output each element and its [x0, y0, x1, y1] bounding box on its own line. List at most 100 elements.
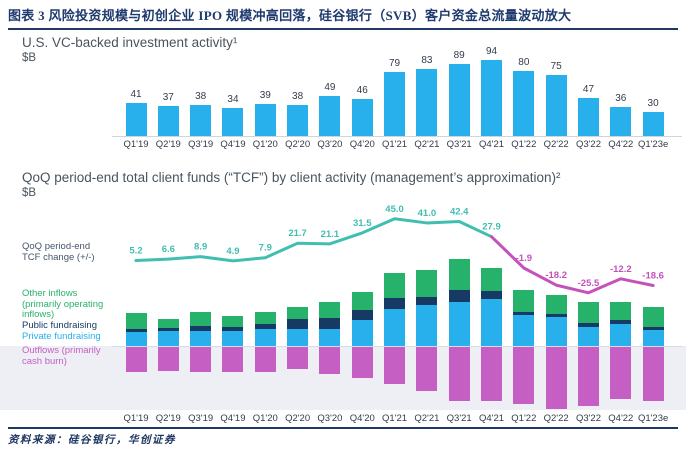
title-divider — [8, 28, 678, 30]
stack-segment-seg_blue — [481, 299, 503, 346]
x-axis-label: Q2'19 — [155, 139, 181, 150]
stack-segment-seg_green — [384, 273, 406, 298]
x-axis-label: Q1'23e — [637, 139, 669, 150]
x-axis-label: Q1'21 — [382, 139, 408, 150]
x-axis-label: Q3'19 — [188, 413, 214, 424]
legend-item-seg_navy: Public fundraising — [22, 320, 97, 332]
x-axis-label: Q4'19 — [220, 139, 246, 150]
stack-segment-outflows — [416, 347, 438, 391]
stack-segment-seg_blue — [319, 329, 341, 346]
x-axis-label: Q3'20 — [317, 413, 343, 424]
stack-segment-seg_green — [545, 295, 567, 314]
bar-value-label: 38 — [195, 91, 207, 103]
vc-investment-bar — [448, 63, 470, 136]
vc-investment-bar — [254, 104, 276, 136]
stack-segment-seg_blue — [513, 315, 535, 346]
stack-segment-seg_navy — [287, 319, 309, 329]
stack-segment-seg_green — [577, 302, 599, 323]
stack-segment-seg_green — [125, 313, 147, 329]
bar-value-label: 75 — [550, 61, 562, 73]
legend-item-seg_blue: Private fundraising — [22, 331, 101, 343]
bar-value-label: 49 — [324, 82, 336, 94]
stack-segment-outflows — [577, 347, 599, 406]
x-axis-label: Q4'22 — [608, 413, 634, 424]
stack-segment-seg_navy — [190, 326, 212, 331]
x-axis-label: Q3'20 — [317, 139, 343, 150]
bottom-chart-title: QoQ period-end total client funds (“TCF”… — [22, 170, 561, 185]
vc-investment-bar — [287, 105, 309, 136]
x-axis-label: Q2'20 — [285, 139, 311, 150]
stack-segment-seg_green — [157, 319, 179, 328]
stack-segment-seg_green — [287, 307, 309, 319]
x-axis-label: Q1'22 — [511, 139, 537, 150]
line-series-label-line: TCF change (+/-) — [22, 251, 95, 263]
stack-segment-seg_green — [448, 259, 470, 290]
stack-segment-seg_navy — [125, 329, 147, 332]
legend-item-seg_green: Other inflows (primarily operating inflows… — [22, 288, 103, 321]
stack-segment-seg_blue — [190, 331, 212, 346]
stack-segment-seg_navy — [642, 327, 664, 330]
stack-segment-seg_blue — [610, 324, 632, 346]
figure-title: 图表 3 风险投资规模与初创企业 IPO 规模冲高回落，硅谷银行（SVB）客户资… — [8, 8, 572, 23]
vc-investment-bar — [384, 72, 406, 136]
legend-item-seg_magenta: Outflows (primarily cash burn) — [22, 345, 101, 367]
legend-item-line: Private fundraising — [22, 331, 101, 342]
stack-segment-outflows — [351, 347, 373, 378]
vc-investment-bar — [222, 108, 244, 136]
legend-item-line: cash burn) — [22, 355, 67, 367]
vc-investment-bar — [513, 71, 535, 136]
stack-segment-seg_green — [416, 270, 438, 297]
stack-segment-seg_green — [222, 316, 244, 327]
stack-segment-seg_navy — [513, 312, 535, 315]
stack-segment-seg_blue — [287, 329, 309, 346]
bar-value-label: 34 — [227, 94, 239, 106]
stack-segment-seg_navy — [319, 318, 341, 329]
stack-segment-seg_green — [513, 290, 535, 312]
bottom-chart-zero-line — [112, 346, 682, 347]
vc-investment-bar — [642, 111, 664, 136]
x-axis-label: Q1'19 — [123, 139, 149, 150]
stack-segment-outflows — [157, 347, 179, 371]
stack-segment-outflows — [222, 347, 244, 372]
x-axis-label: Q1'20 — [252, 413, 278, 424]
stack-segment-seg_green — [351, 292, 373, 310]
stack-segment-outflows — [513, 347, 535, 404]
stack-segment-outflows — [190, 347, 212, 372]
line-series-label-line: QoQ period-end — [22, 241, 91, 252]
vc-investment-bar — [190, 105, 212, 136]
stack-segment-seg_blue — [448, 302, 470, 346]
stack-segment-seg_blue — [416, 305, 438, 346]
stack-segment-outflows — [545, 347, 567, 409]
vc-investment-bar — [610, 106, 632, 136]
x-axis-label: Q4'20 — [349, 413, 375, 424]
vc-investment-bar — [319, 96, 341, 136]
stack-segment-outflows — [319, 347, 341, 374]
bar-value-label: 36 — [615, 92, 627, 104]
bar-value-label: 79 — [388, 58, 401, 69]
stack-segment-outflows — [448, 347, 470, 401]
legend-item-line: Outflows (primarily — [22, 345, 101, 356]
stack-segment-seg_navy — [254, 324, 276, 329]
stack-segment-outflows — [125, 347, 147, 372]
stack-segment-seg_green — [610, 302, 632, 320]
bar-value-label: 94 — [485, 45, 498, 57]
bar-value-label: 47 — [582, 83, 595, 95]
stack-segment-seg_navy — [157, 328, 179, 331]
stack-segment-seg_green — [190, 312, 212, 326]
bar-value-label: 37 — [162, 92, 174, 104]
x-axis-label: Q4'20 — [349, 139, 375, 150]
x-axis-label: Q4'22 — [608, 139, 634, 150]
x-axis-label: Q2'20 — [285, 413, 311, 424]
bottom-chart-unit: $B — [22, 187, 37, 199]
stack-segment-outflows — [481, 347, 503, 401]
stack-segment-seg_navy — [448, 290, 470, 302]
bar-value-label: 83 — [421, 54, 433, 66]
stack-segment-seg_blue — [125, 332, 147, 346]
stack-segment-seg_green — [642, 307, 664, 327]
stack-segment-seg_navy — [481, 291, 503, 299]
x-axis-label: Q1'19 — [123, 413, 149, 424]
x-axis-label: Q2'19 — [155, 413, 181, 424]
stack-segment-seg_blue — [157, 331, 179, 346]
